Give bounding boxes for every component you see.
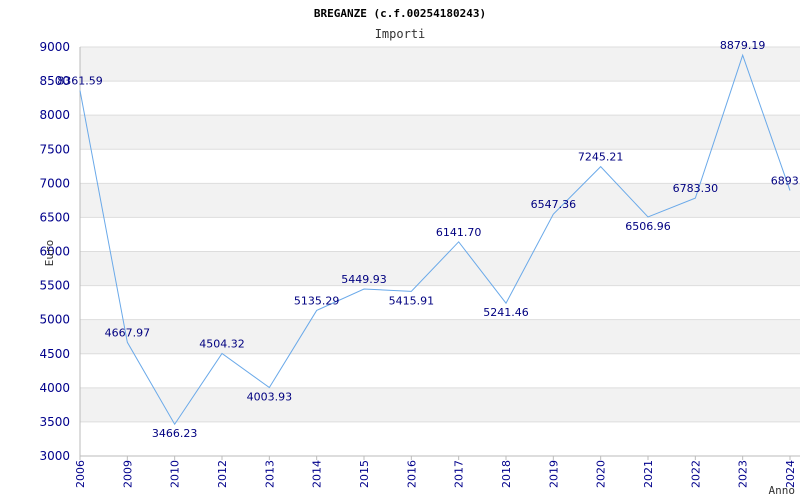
data-label: 6893.7 [771,175,800,188]
axes [79,47,800,457]
series-line [79,53,791,426]
data-label: 7245.21 [578,151,624,164]
data-label: 6506.96 [625,220,671,233]
y-tick-label: 3000 [39,449,70,463]
data-label: 8361.59 [57,75,103,88]
data-label: 6141.70 [436,226,482,239]
data-label: 4667.97 [105,326,151,339]
background-band [80,251,800,286]
x-tick-label: 2021 [642,460,655,488]
chart-subtitle: Importi [375,27,426,41]
data-label: 4003.93 [247,391,293,404]
data-label: 5135.29 [294,294,340,307]
data-label: 6547.36 [531,198,577,211]
data-label: 5449.93 [341,273,387,286]
x-axis-label: Anno [769,484,796,497]
y-tick-label: 3500 [39,415,70,429]
background-band [80,387,800,422]
y-tick-label: 6500 [39,210,70,224]
background-band [80,183,800,218]
x-axis-ticks: 2006 2009 2010 2012 2013 2014 2015 2016 2017 2018… [74,456,797,488]
x-tick-label: 2009 [121,460,134,488]
x-tick-label: 2020 [595,460,608,488]
x-tick-label: 2013 [263,460,276,488]
y-tick-label: 7500 [39,142,70,156]
data-labels: 8361.59 4667.97 3466.23 4504.32 4003.93 5135.… [57,39,800,440]
background-bands [80,47,800,422]
background-band [80,319,800,354]
series-layer [79,53,791,426]
background-band [80,47,800,82]
data-label: 4504.32 [199,337,245,350]
x-tick-label: 2022 [689,460,702,488]
y-tick-label: 8500 [39,74,70,88]
y-axis-label: Euro [43,240,56,267]
background-band [80,115,800,150]
y-tick-label: 4500 [39,347,70,361]
x-tick-label: 2018 [500,460,513,488]
x-tick-label: 2014 [311,460,324,488]
x-tick-label: 2006 [74,460,87,488]
x-tick-label: 2015 [358,460,371,488]
data-label: 5415.91 [389,294,435,307]
x-tick-label: 2023 [737,460,750,488]
y-tick-label: 4000 [39,381,70,395]
x-tick-label: 2010 [169,460,182,488]
data-label: 3466.23 [152,427,198,440]
y-axis-ticks: 3000 3500 4000 4500 5000 5500 6000 6500 7000 7500… [39,40,70,463]
y-tick-label: 9000 [39,40,70,54]
x-tick-label: 2019 [547,460,560,488]
y-tick-label: 5500 [39,279,70,293]
data-label: 6783.30 [673,182,719,195]
chart-title: BREGANZE (c.f.00254180243) [314,7,486,20]
x-tick-label: 2016 [405,460,418,488]
y-tick-label: 5000 [39,313,70,327]
data-label: 8879.19 [720,39,766,52]
y-tick-label: 7000 [39,176,70,190]
x-tick-label: 2024 [784,460,797,488]
y-tick-label: 8000 [39,108,70,122]
y-tick-label: 6000 [39,245,70,259]
x-tick-label: 2017 [453,460,466,488]
x-tick-label: 2012 [216,460,229,488]
data-label: 5241.46 [483,306,529,319]
